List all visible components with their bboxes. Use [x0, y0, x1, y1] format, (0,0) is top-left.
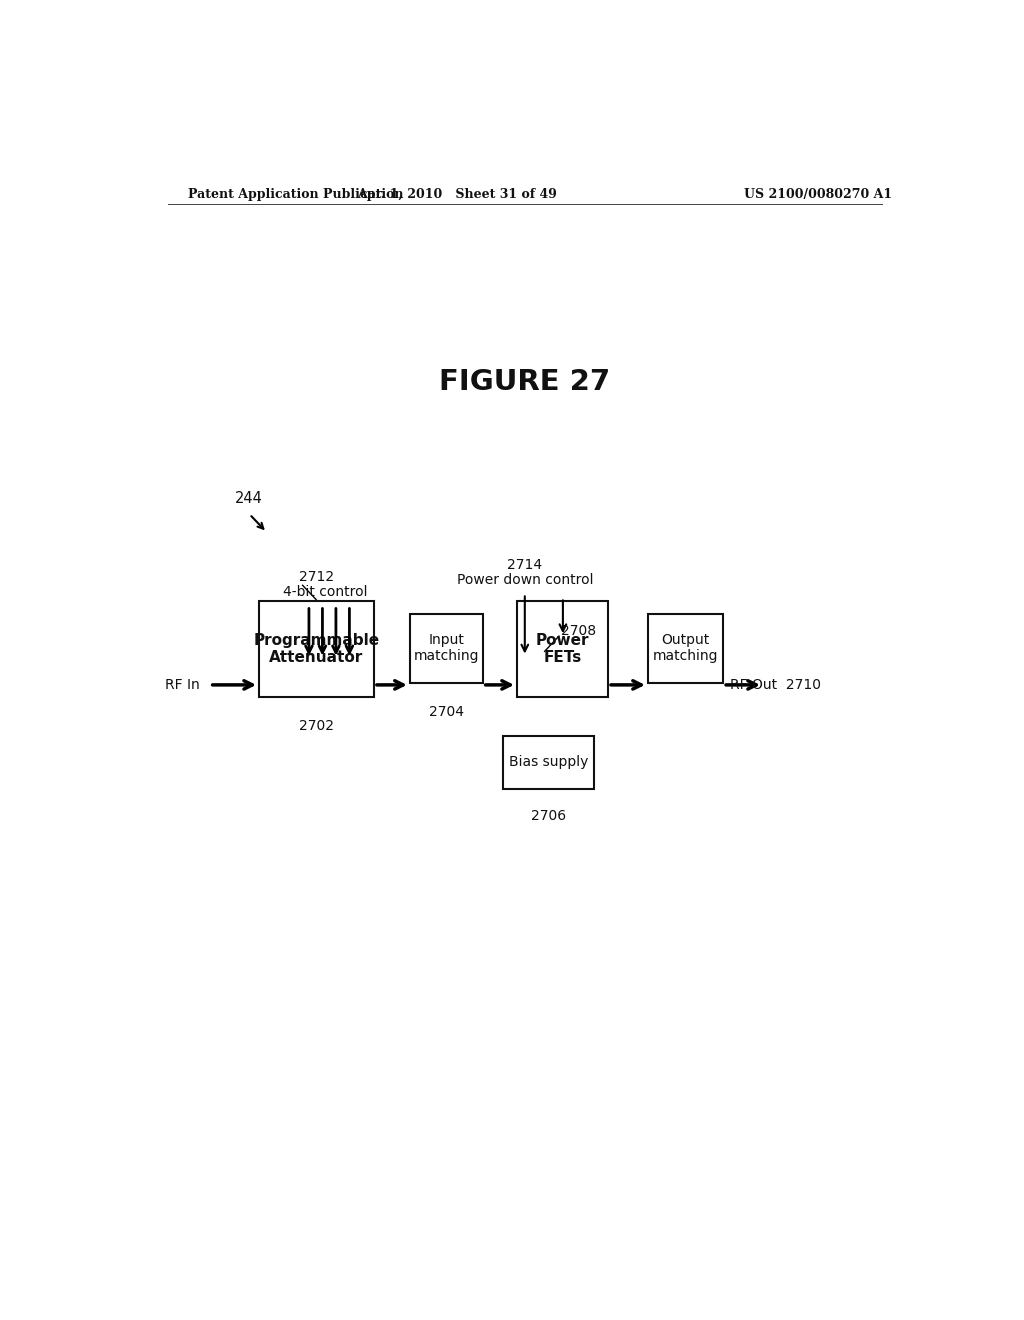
- Text: US 2100/0080270 A1: US 2100/0080270 A1: [744, 189, 893, 202]
- Text: Programmable
Attenuator: Programmable Attenuator: [253, 632, 380, 665]
- Bar: [503, 735, 594, 788]
- Text: 2712: 2712: [299, 570, 334, 585]
- Text: Power
FETs: Power FETs: [536, 632, 589, 665]
- Text: Output
matching: Output matching: [652, 634, 718, 664]
- Text: FIGURE 27: FIGURE 27: [439, 368, 610, 396]
- Bar: [648, 614, 723, 682]
- Text: 2702: 2702: [299, 719, 334, 734]
- Text: Power down control: Power down control: [457, 573, 593, 587]
- Text: Input
matching: Input matching: [414, 634, 479, 664]
- Text: Apr. 1, 2010   Sheet 31 of 49: Apr. 1, 2010 Sheet 31 of 49: [357, 189, 557, 202]
- Text: RF In: RF In: [165, 678, 200, 692]
- Text: 2704: 2704: [429, 705, 464, 719]
- Text: Bias supply: Bias supply: [509, 755, 588, 770]
- Text: 4-bit control: 4-bit control: [283, 585, 367, 599]
- Text: 2706: 2706: [530, 809, 566, 822]
- Text: 244: 244: [236, 491, 263, 507]
- Text: Patent Application Publication: Patent Application Publication: [187, 189, 403, 202]
- Text: 2708: 2708: [560, 624, 596, 638]
- Bar: [410, 614, 482, 682]
- Bar: [517, 601, 608, 697]
- Bar: [259, 601, 374, 697]
- Text: RF Out  2710: RF Out 2710: [729, 678, 820, 692]
- Text: 2714: 2714: [507, 558, 543, 572]
